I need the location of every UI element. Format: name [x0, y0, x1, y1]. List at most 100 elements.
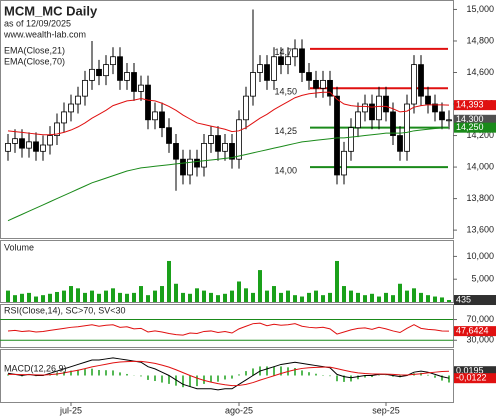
candle-body: [222, 143, 228, 152]
value-tag-label: 14,250: [456, 122, 484, 132]
panel-title: MACD(12,26,9): [4, 363, 67, 373]
volume-bar: [216, 295, 220, 302]
volume-bar: [405, 290, 409, 302]
candle-body: [208, 135, 214, 144]
ema-line: [7, 127, 450, 222]
value-tag: [454, 100, 496, 111]
panel-title: Volume: [4, 242, 34, 252]
volume-bar: [356, 292, 360, 302]
candle-body: [61, 111, 67, 124]
subtitle: as of 12/09/2025: [4, 18, 71, 28]
macd-line: [8, 360, 450, 387]
candle-body: [75, 95, 81, 105]
volume-bar: [139, 286, 143, 302]
y-tick-label: 10,000: [466, 251, 494, 261]
candle-body: [425, 95, 431, 105]
value-tag: [454, 114, 496, 125]
value-tag-label: 14,393: [456, 100, 484, 110]
volume-bar: [440, 297, 444, 302]
y-tick-label: 13,800: [466, 193, 494, 203]
x-tick-label: jul-25: [59, 405, 82, 415]
candle-body: [159, 111, 165, 129]
volume-bar: [167, 260, 171, 302]
volume-bar: [146, 295, 150, 302]
candle-body: [411, 64, 417, 105]
volume-bar: [111, 288, 115, 302]
candle-body: [82, 79, 88, 97]
volume-bar: [13, 295, 17, 302]
volume-bar: [62, 290, 66, 302]
volume-bar: [69, 286, 73, 302]
volume-bar: [314, 290, 318, 302]
volume-bar: [27, 292, 31, 302]
value-tag: [454, 373, 496, 384]
candle-body: [446, 119, 452, 122]
volume-bar: [153, 290, 157, 302]
chart-title: MCM_MC Daily: [4, 3, 98, 18]
candle-body: [278, 56, 284, 66]
volume-bar: [426, 295, 430, 302]
volume-bar: [307, 292, 311, 302]
candle-body: [355, 111, 361, 129]
volume-bar: [265, 290, 269, 302]
y-tick-label: 13,600: [466, 224, 494, 234]
candle-body: [271, 56, 277, 81]
candle-body: [418, 64, 424, 97]
volume-bar: [237, 281, 241, 302]
candle-body: [26, 141, 32, 149]
candle-body: [397, 135, 403, 152]
candle-body: [54, 122, 60, 136]
volume-bar: [20, 293, 24, 302]
candle-body: [369, 103, 375, 121]
source: www.wealth-lab.com: [3, 29, 86, 39]
level-label: 14,00: [274, 165, 297, 175]
level-label: 14,50: [274, 87, 297, 97]
volume-bar: [41, 295, 45, 302]
value-tag: [454, 122, 496, 133]
candle-body: [68, 103, 74, 113]
volume-bar: [34, 296, 38, 302]
volume-bar: [377, 296, 381, 302]
x-tick-label: ago-25: [225, 405, 253, 415]
volume-bar: [251, 292, 255, 302]
value-tag: [454, 366, 496, 377]
y-tick-label: 14,800: [466, 35, 494, 45]
candle-body: [152, 111, 158, 121]
volume-bar: [83, 292, 87, 302]
volume-bar: [279, 292, 283, 302]
candle-body: [362, 103, 368, 113]
value-tag-label: 0,0195: [456, 366, 484, 376]
y-tick-label: 14,600: [466, 67, 494, 77]
candle-body: [292, 48, 298, 58]
volume-bar: [391, 295, 395, 302]
volume-bar: [328, 292, 332, 302]
candle-body: [327, 79, 333, 97]
candle-body: [47, 135, 53, 146]
y-tick-label: 15,000: [466, 4, 494, 14]
volume-bar: [104, 290, 108, 302]
y-tick-label: 30,000: [466, 335, 494, 345]
volume-bar: [342, 286, 346, 302]
volume-bar: [6, 290, 10, 302]
candle-body: [5, 143, 11, 152]
value-tag-label: 14,300: [456, 114, 484, 124]
volume-bar: [419, 292, 423, 302]
level-label: 14,75: [274, 47, 297, 57]
candle-body: [383, 95, 389, 113]
volume-bar: [97, 293, 101, 302]
volume-bar: [118, 292, 122, 302]
volume-bar: [90, 290, 94, 302]
candle-body: [201, 143, 207, 168]
marks: 13,60013,80014,00014,20014,40014,60014,8…: [0, 4, 496, 415]
volume-bar: [230, 290, 234, 302]
volume-bar: [76, 288, 80, 302]
candle-body: [299, 48, 305, 73]
volume-bar: [398, 283, 402, 302]
y-tick-label: 70,000: [466, 314, 494, 324]
macd-line: [7, 357, 450, 391]
volume-bar: [160, 286, 164, 302]
volume-bar: [181, 292, 185, 302]
candle-body: [194, 158, 200, 168]
legend-entry: EMA(Close,21): [4, 45, 65, 55]
